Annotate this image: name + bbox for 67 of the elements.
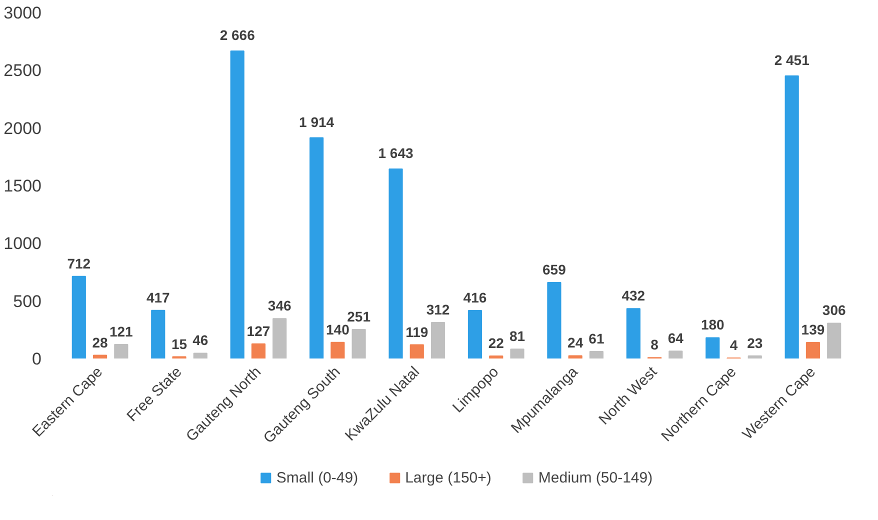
data-label: 22 <box>488 334 504 351</box>
bar <box>388 168 403 358</box>
bar <box>72 276 86 358</box>
data-label: 46 <box>192 332 208 348</box>
data-label: 8 <box>650 336 659 353</box>
y-tick-label: 2500 <box>4 61 42 80</box>
data-label: 24 <box>568 334 584 351</box>
bar <box>410 344 424 358</box>
data-label: 28 <box>92 334 108 350</box>
bar <box>430 322 446 358</box>
bar <box>230 50 244 358</box>
y-tick-label: 500 <box>13 292 42 311</box>
data-label: 139 <box>801 321 825 338</box>
data-label: 61 <box>588 330 604 346</box>
data-label: 15 <box>171 336 188 352</box>
data-label: 1 914 <box>299 114 334 130</box>
data-label: 81 <box>509 328 526 344</box>
legend-label: Small (0-49) <box>276 469 358 486</box>
bar <box>748 355 762 358</box>
bar <box>193 352 208 358</box>
bar <box>310 137 324 358</box>
data-label: 2 666 <box>220 27 256 44</box>
bar <box>468 310 482 358</box>
bar <box>706 337 720 358</box>
bar <box>352 329 366 358</box>
bar <box>330 342 345 358</box>
bar <box>151 310 166 358</box>
bar <box>547 282 562 358</box>
y-tick-label: 1000 <box>4 234 42 254</box>
data-label: 4 <box>730 337 738 354</box>
bar <box>510 348 524 358</box>
data-label: 712 <box>67 255 91 272</box>
data-label: 251 <box>347 308 371 325</box>
bar <box>806 342 820 358</box>
data-label: 306 <box>822 302 846 318</box>
data-label: 312 <box>426 302 450 318</box>
legend-label: Medium (50-149) <box>538 469 653 486</box>
legend-label: Large (150+) <box>405 469 492 486</box>
data-label: 659 <box>542 261 566 278</box>
data-label: 346 <box>268 298 292 314</box>
y-tick-label: 1500 <box>4 176 42 196</box>
bar <box>827 322 842 358</box>
bar <box>272 318 287 358</box>
data-label: 140 <box>326 321 350 338</box>
data-label: 2 451 <box>774 52 810 68</box>
data-label: 23 <box>747 334 763 351</box>
data-label: 127 <box>246 322 270 339</box>
y-tick-label: 2000 <box>4 118 42 138</box>
y-tick-label: 3000 <box>4 4 42 22</box>
data-label: 64 <box>668 330 684 346</box>
bar <box>92 354 108 358</box>
y-tick-label: 0 <box>32 350 42 368</box>
data-label: 121 <box>109 324 134 340</box>
bar <box>784 75 799 358</box>
bar <box>251 343 266 358</box>
data-label: 1 643 <box>378 145 414 162</box>
bar <box>589 350 604 358</box>
bar <box>489 355 504 358</box>
data-label: 417 <box>146 289 170 306</box>
data-label: 119 <box>406 324 428 340</box>
data-label: 180 <box>700 316 725 333</box>
bar <box>568 355 582 358</box>
bar <box>114 344 128 358</box>
bar <box>626 308 640 358</box>
data-label: 416 <box>463 290 487 306</box>
data-label: 432 <box>622 288 646 304</box>
bar <box>668 350 683 358</box>
